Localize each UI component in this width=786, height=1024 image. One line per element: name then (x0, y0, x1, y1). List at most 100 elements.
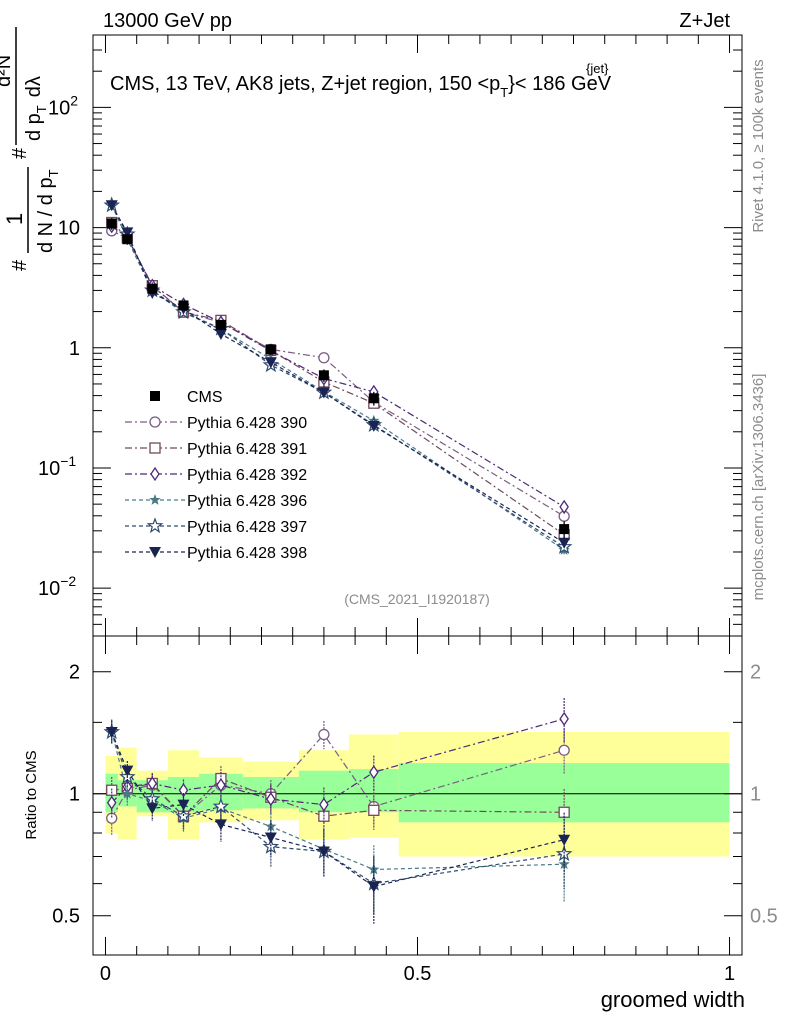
legend: CMS Pythia 6.428 390 Pythia 6.428 391 Pythi… (125, 389, 307, 562)
ratio-point-2-6 (319, 797, 329, 812)
main-ytick-label-4: 10−2 (38, 573, 76, 600)
data-point-1 (122, 234, 133, 245)
ratio-ylabel: Ratio to CMS (23, 750, 40, 839)
ylabel-dn-dpt-text: d N / d p (35, 177, 57, 253)
main-series-group (103, 196, 573, 555)
legend-label-5: Pythia 6.428 398 (187, 545, 307, 562)
main-ytick-label-base-0: 10 (48, 97, 70, 119)
ylabel-d2n: d²N (0, 55, 15, 87)
main-ytick-label-0: 102 (48, 92, 78, 119)
ratio-point-2-7 (369, 765, 379, 780)
ylabel-hash-2: # (9, 147, 31, 159)
series-point-5-4 (214, 328, 227, 340)
ratio-point-3-1 (121, 787, 133, 799)
data-point-4 (215, 319, 226, 330)
series-point-5-6 (317, 387, 330, 399)
xaxis-label: groomed width (601, 987, 745, 1012)
series-point-5-1 (121, 227, 134, 239)
ratio-point-0-8 (558, 744, 570, 756)
ratio-point-2-4 (216, 777, 226, 793)
ratio-point-2-8 (559, 711, 569, 727)
ratio-point-5-0 (105, 727, 118, 739)
ylabel-dpt-sub: T (34, 105, 49, 113)
legend-marker-0 (149, 416, 161, 428)
ylabel-dn-dpt: d N / d pT (35, 169, 61, 253)
ratio-point-5-2 (146, 803, 159, 815)
legend-marker-2 (150, 466, 160, 482)
ratio-point-5-6 (317, 846, 330, 858)
ratio-point-5-8 (558, 834, 571, 846)
ratio-point-0-6 (318, 728, 330, 741)
ylabel-dn-dpt-sub: T (46, 169, 61, 177)
ylabel-one: 1 (2, 213, 27, 225)
plot-title: CMS, 13 TeV, AK8 jets, Z+jet region, 150… (110, 73, 612, 100)
ratio-point-5-5 (264, 832, 277, 844)
main-ytick-label-1: 10 (58, 218, 80, 240)
ratio-ytick-label-left-2: 0.5 (52, 906, 80, 928)
main-ytick-label-base-3: 10 (38, 458, 60, 480)
ylabel-dlambda: dλ (23, 76, 45, 97)
series-line-5 (111, 204, 565, 544)
ylabel-hash-1: # (9, 259, 31, 271)
main-ytick-label-base-4: 10 (38, 578, 60, 600)
legend-marker-1 (149, 442, 161, 454)
series-line-4 (111, 204, 565, 548)
ratio-series-group (103, 698, 573, 924)
ratio-ytick-label-right-2: 0.5 (750, 906, 778, 928)
ratio-point-3-5 (265, 820, 277, 832)
data-point-6 (318, 370, 329, 381)
main-ytick-label-exp-3: −1 (60, 453, 76, 469)
ratio-ytick-label-left-0: 2 (69, 662, 80, 684)
ratio-line-3 (111, 730, 565, 871)
series-point-0-6 (318, 352, 330, 364)
legend-marker-5 (149, 547, 161, 558)
series-point-5-8 (558, 537, 571, 549)
legend-marker-4 (146, 517, 164, 534)
data-point-0 (106, 218, 117, 229)
series-line-2 (111, 225, 565, 508)
ratio-bands (105, 732, 730, 857)
legend-label-4: Pythia 6.428 397 (187, 519, 307, 536)
ratio-ytick-label-left-1: 1 (69, 784, 80, 806)
header-process: Z+Jet (679, 10, 730, 32)
xtick-label-0: 0 (100, 963, 111, 985)
main-ytick-label-exp-0: 2 (70, 92, 78, 108)
mcplots-label: mcplots.cern.ch [arXiv:1306.3436] (750, 374, 767, 601)
ylabel-dpt-dlambda: d pTdλ (23, 76, 49, 141)
series-line-3 (111, 204, 565, 551)
data-point-7 (368, 393, 379, 404)
header-energy: 13000 GeV pp (103, 10, 232, 32)
series-line-1 (111, 222, 565, 536)
ratio-point-1-7 (368, 804, 380, 816)
xtick-label-1: 0.5 (404, 963, 432, 985)
plot-title-end: }< 186 GeV (508, 73, 612, 95)
data-point-3 (178, 300, 189, 311)
ratio-ytick-label-right-0: 2 (750, 662, 761, 684)
main-ylabel: # 1 d N / d pT # d²N d pTdλ (0, 27, 61, 271)
xtick-label-2: 1 (724, 963, 735, 985)
series-point-5-5 (264, 357, 277, 369)
data-point-5 (265, 344, 276, 355)
ratio-point-5-4 (214, 819, 227, 831)
main-ytick-label-3: 10−1 (38, 453, 76, 480)
legend-marker-3 (149, 494, 161, 505)
ratio-point-3-8 (558, 858, 570, 870)
rivet-version-label: Rivet 4.1.0, ≥ 100k events (750, 59, 767, 232)
legend-marker-data (150, 391, 160, 401)
legend-label-2: Pythia 6.428 392 (187, 467, 307, 484)
main-ytick-label-2: 1 (69, 338, 80, 360)
ratio-point-5-3 (177, 799, 190, 811)
series-point-5-0 (105, 200, 118, 212)
legend-label-1: Pythia 6.428 391 (187, 441, 307, 458)
main-ytick-label-exp-4: −2 (60, 573, 76, 589)
series-point-5-7 (367, 420, 380, 432)
data-point-8 (559, 524, 570, 535)
plot-title-sub: T (500, 85, 508, 100)
legend-label-3: Pythia 6.428 396 (187, 493, 307, 510)
ratio-ytick-label-right-1: 1 (750, 784, 761, 806)
analysis-tag: (CMS_2021_I1920187) (344, 591, 490, 607)
series-point-2-8 (559, 499, 569, 515)
ratio-point-5-7 (367, 881, 380, 893)
